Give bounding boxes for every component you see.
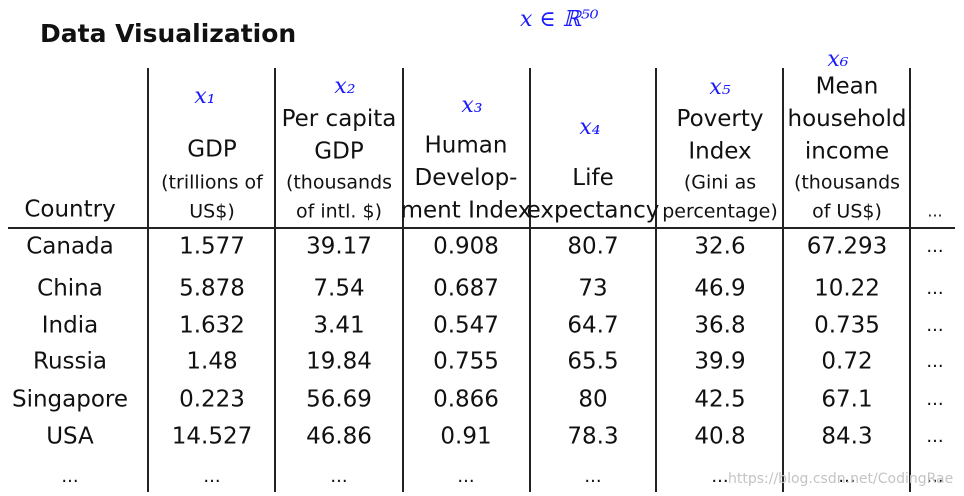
table-cell: 0.866 — [433, 387, 499, 413]
column-subheader: percentage) — [662, 201, 778, 223]
table-cell: 67.293 — [807, 234, 887, 260]
column-header: ... — [927, 202, 942, 221]
table-cell: 73 — [578, 276, 607, 302]
column-header: GDP — [314, 139, 364, 165]
table-cell: Canada — [26, 234, 114, 260]
table-cell: 64.7 — [567, 313, 618, 339]
table-cell: 0.908 — [433, 234, 499, 260]
column-subheader: (thousands — [794, 172, 900, 194]
table-cell: 65.5 — [567, 349, 618, 375]
column-header: ment Index — [401, 198, 532, 224]
table-cell: 7.54 — [313, 276, 364, 302]
column-header: Life — [572, 165, 613, 191]
table-cell: ... — [926, 351, 943, 372]
table-cell: ... — [926, 389, 943, 410]
table-cell: 0.687 — [433, 276, 499, 302]
table-cell: ... — [330, 466, 347, 487]
feature-annotation: x₃ — [461, 93, 482, 118]
table-cell: 1.48 — [186, 349, 237, 375]
table-cell: 0.72 — [821, 349, 872, 375]
column-subheader: US$) — [189, 201, 234, 223]
table-cell: 78.3 — [567, 424, 618, 450]
table-cell: 84.3 — [821, 424, 872, 450]
table-cell: 40.8 — [694, 424, 745, 450]
table-cell: 0.755 — [433, 349, 499, 375]
column-header: Develop- — [415, 165, 518, 191]
table-cell: USA — [46, 424, 94, 450]
column-header: Index — [688, 139, 751, 165]
table-cell: 10.22 — [814, 276, 880, 302]
column-subheader: (Gini as — [684, 172, 756, 194]
table-cell: 42.5 — [694, 387, 745, 413]
table-cell: 0.735 — [814, 313, 880, 339]
table-cell: ... — [61, 466, 78, 487]
table-cell: Singapore — [12, 387, 128, 413]
column-header: Mean — [816, 74, 879, 100]
table-cell: 3.41 — [313, 313, 364, 339]
table-cell: ... — [838, 466, 855, 487]
column-subheader: of US$) — [812, 201, 882, 223]
table-cell: 36.8 — [694, 313, 745, 339]
table-cell: 39.9 — [694, 349, 745, 375]
table-cell: India — [42, 313, 98, 339]
table-cell: 0.547 — [433, 313, 499, 339]
slide-title: Data Visualization — [40, 19, 296, 48]
column-header: income — [805, 139, 889, 165]
column-subheader: (trillions of — [161, 172, 264, 194]
column-header: household — [788, 106, 907, 132]
table-cell: 67.1 — [821, 387, 872, 413]
table-cell: 5.878 — [179, 276, 245, 302]
feature-annotation: x₅ — [709, 75, 730, 100]
table-cell: 1.577 — [179, 234, 245, 260]
table-cell: 46.9 — [694, 276, 745, 302]
table-cell: ... — [926, 278, 943, 299]
table-cell: ... — [457, 466, 474, 487]
feature-annotation: x₁ — [194, 84, 215, 109]
table-cell: Russia — [33, 349, 107, 375]
table-cell: 32.6 — [694, 234, 745, 260]
feature-annotation: x₆ — [827, 47, 848, 72]
table-cell: ... — [926, 426, 943, 447]
table-cell: 39.17 — [306, 234, 372, 260]
table-cell: 14.527 — [172, 424, 252, 450]
table-cell: ... — [926, 315, 943, 336]
column-subheader: of intl. $) — [296, 201, 382, 223]
table-cell: 1.632 — [179, 313, 245, 339]
table-cell: 0.91 — [440, 424, 491, 450]
column-header: Human — [425, 133, 508, 159]
table-cell: 80 — [578, 387, 607, 413]
column-header: Per capita — [282, 106, 397, 132]
column-header: expectancy — [527, 198, 660, 224]
column-header: GDP — [187, 137, 237, 163]
column-header: Country — [24, 197, 115, 223]
annotation: x ∈ ℝ⁵⁰ — [520, 7, 599, 32]
table-cell: ... — [203, 466, 220, 487]
watermark: https://blog.csdn.net/CodingRae — [728, 471, 953, 487]
feature-annotation: x₂ — [334, 74, 355, 99]
table-cell: 0.223 — [179, 387, 245, 413]
column-subheader: (thousands — [286, 172, 392, 194]
table-cell: 46.86 — [306, 424, 372, 450]
table-cell: 80.7 — [567, 234, 618, 260]
table-cell: ... — [584, 466, 601, 487]
table-cell: ... — [711, 466, 728, 487]
table-cell: ... — [926, 466, 943, 487]
table-cell: 19.84 — [306, 349, 372, 375]
table-cell: China — [37, 276, 103, 302]
table-lines — [8, 68, 955, 492]
table-cell: ... — [926, 236, 943, 257]
column-header: Poverty — [677, 106, 764, 132]
table-cell: 56.69 — [306, 387, 372, 413]
feature-annotation: x₄ — [579, 115, 600, 140]
